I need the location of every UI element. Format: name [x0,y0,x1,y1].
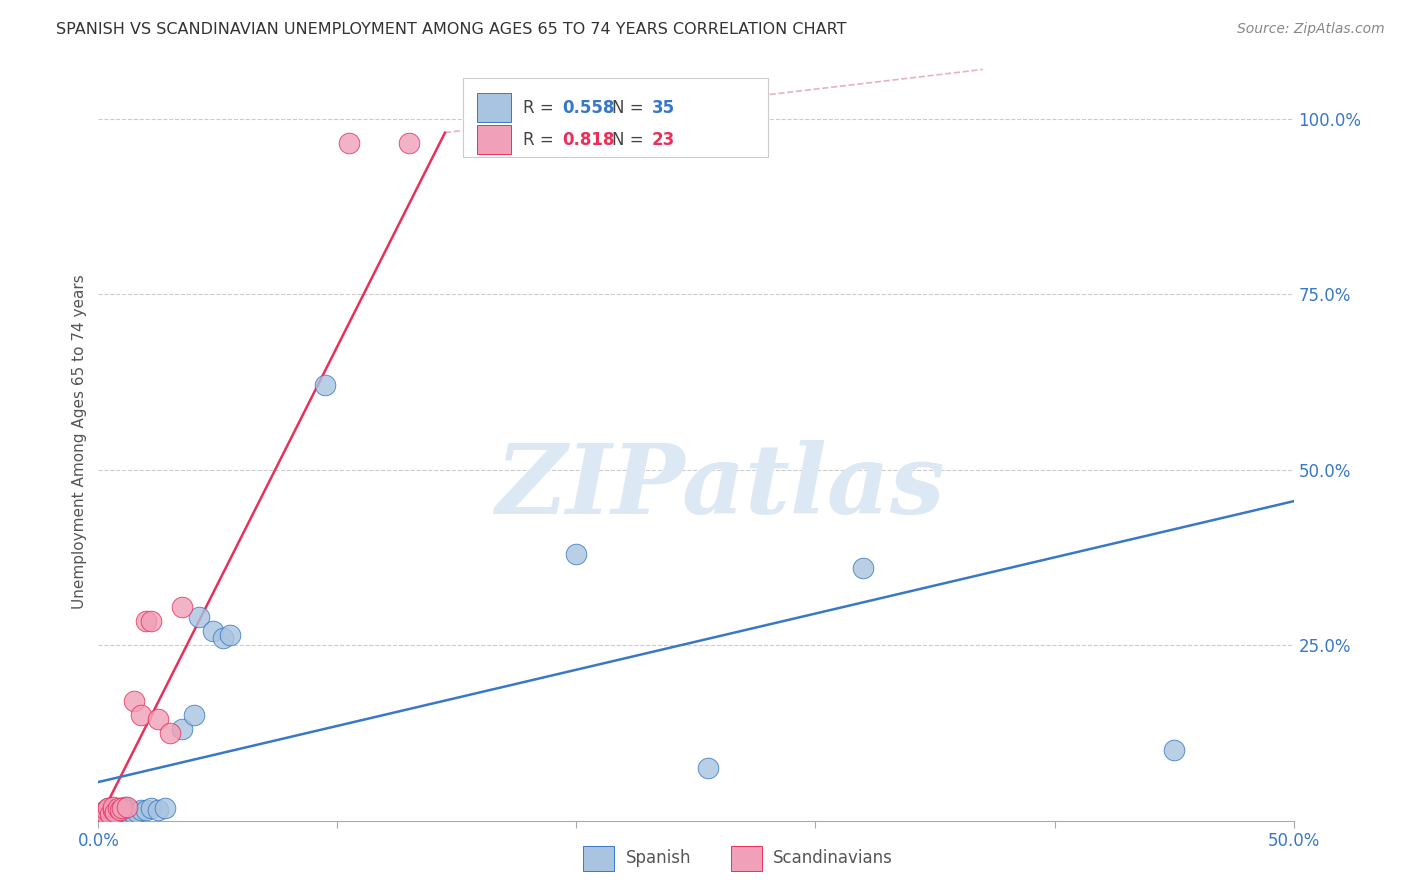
Point [111,801,134,815]
Point [104,803,127,817]
FancyBboxPatch shape [477,125,510,154]
Point [135,803,157,817]
Text: R =: R = [523,131,558,149]
Point [315,378,337,392]
Text: N =: N = [613,131,650,149]
Text: 0.818: 0.818 [562,131,614,149]
Point [159,726,181,740]
Point [125,805,148,820]
Point [91,808,114,822]
Point [90,810,112,824]
Point [339,136,361,151]
Point [852,561,875,575]
Text: N =: N = [613,99,650,117]
Point [139,614,162,628]
Point [101,799,124,814]
Point [97,801,120,815]
Point [91,808,114,822]
Point [187,610,209,624]
Point [148,803,170,817]
Text: 23: 23 [652,131,675,149]
Point [155,801,177,815]
Text: Spanish: Spanish [626,849,692,867]
Point [97,801,120,815]
Point [135,614,157,628]
Point [98,806,122,821]
Text: 35: 35 [652,99,675,117]
Point [183,708,205,723]
Point [98,803,122,817]
Point [97,808,120,822]
Point [202,624,225,639]
Point [94,803,117,817]
Point [101,805,124,820]
Point [565,547,588,561]
Text: SPANISH VS SCANDINAVIAN UNEMPLOYMENT AMONG AGES 65 TO 74 YEARS CORRELATION CHART: SPANISH VS SCANDINAVIAN UNEMPLOYMENT AMO… [56,22,846,37]
Point [131,708,153,723]
Point [108,803,131,817]
Point [94,803,117,817]
Point [148,712,170,726]
Point [94,806,117,821]
Point [131,803,153,817]
Point [124,806,146,821]
Point [114,799,136,814]
Point [107,801,129,815]
Point [697,761,720,775]
Point [90,810,112,824]
Point [104,805,127,820]
Point [219,627,242,641]
Point [172,723,194,737]
Point [211,631,233,645]
Y-axis label: Unemployment Among Ages 65 to 74 years: Unemployment Among Ages 65 to 74 years [72,274,87,609]
Point [139,801,162,815]
Point [98,806,122,821]
Point [107,806,129,821]
Text: Scandinavians: Scandinavians [773,849,893,867]
Text: ZIPatlas: ZIPatlas [495,440,945,534]
Point [1163,743,1185,757]
Point [111,803,134,817]
FancyBboxPatch shape [463,78,768,157]
Text: R =: R = [523,99,558,117]
Point [94,806,117,821]
Point [118,803,141,817]
FancyBboxPatch shape [477,94,510,122]
Point [124,694,146,708]
Point [101,803,124,817]
Text: Source: ZipAtlas.com: Source: ZipAtlas.com [1237,22,1385,37]
Point [91,805,114,820]
Point [115,805,138,820]
Point [91,805,114,820]
Point [398,136,420,151]
Text: 0.558: 0.558 [562,99,614,117]
Point [172,599,194,614]
Point [115,799,138,814]
Point [108,801,131,815]
